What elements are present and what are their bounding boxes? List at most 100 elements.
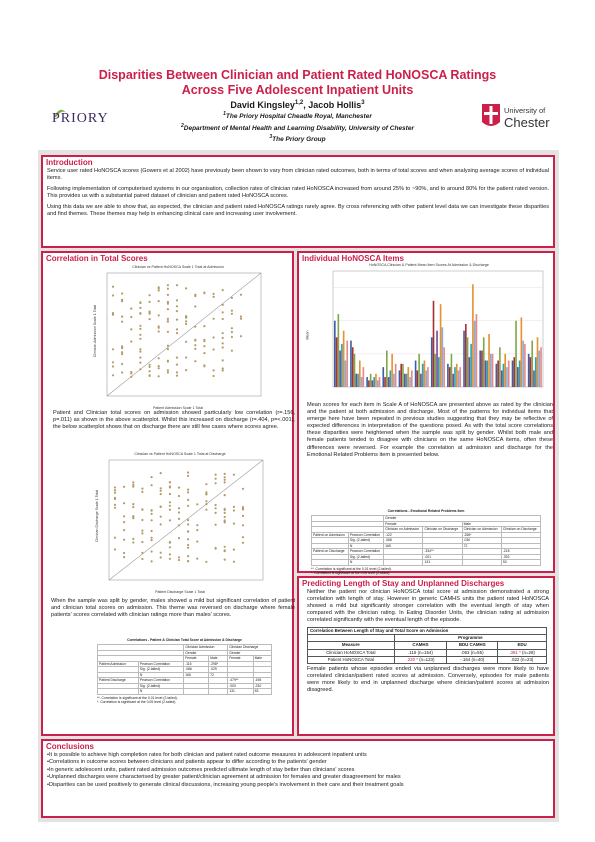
bar — [520, 317, 523, 387]
scatter-point — [166, 317, 169, 320]
length-of-stay-paragraph-1: Neither the patient nor clinician HoNOSC… — [307, 589, 549, 623]
scatter-point — [113, 536, 117, 539]
scatter-point — [205, 503, 208, 506]
scatter-point — [241, 514, 245, 517]
scatter-point — [159, 487, 162, 490]
scatter-point — [121, 320, 124, 323]
bar — [409, 377, 411, 387]
bar — [400, 363, 403, 387]
scatter-point — [139, 361, 142, 364]
scatter-point — [121, 362, 124, 366]
scatter-point — [168, 501, 171, 504]
scatter-point — [205, 500, 208, 503]
emotional-table-head-col-4: Clinician on Discharge — [500, 526, 542, 533]
scatter-point — [159, 493, 162, 496]
bar — [454, 367, 456, 387]
bar — [511, 360, 514, 387]
items-chart-title: HoNOSCA Clinician & Patient Mean Item Sc… — [369, 263, 489, 267]
scatter-point — [185, 320, 188, 323]
scatter-point — [221, 359, 224, 362]
author-1-sup: 1,2 — [294, 100, 304, 106]
affil-1: The Priory Hospital Cheadle Royal, Manch… — [225, 113, 372, 121]
scatter-point — [214, 523, 217, 526]
scatter-point — [139, 301, 142, 305]
bar — [346, 340, 349, 387]
conclusion-item-1: •It is possible to achieve high completi… — [47, 752, 367, 758]
scatter-point — [141, 490, 144, 493]
scatter-point — [177, 558, 181, 562]
scatter-point — [223, 481, 226, 484]
scatter-point — [168, 481, 171, 484]
scatter-point — [196, 540, 199, 543]
bar — [507, 360, 510, 387]
gender-table-cell: 131 — [227, 688, 254, 695]
authors: David Kingsley1,2, Jacob Hollis3 — [230, 100, 365, 110]
scatter-point — [187, 559, 190, 563]
scatter-point — [148, 370, 151, 373]
scatter-point — [187, 543, 190, 547]
scatter-point — [166, 369, 169, 372]
scatter-point — [159, 556, 162, 559]
scatter-point — [223, 545, 226, 548]
gender-table-cell — [183, 688, 210, 695]
scatter-point — [132, 541, 135, 544]
scatter-point — [203, 345, 206, 348]
scatter-point — [212, 374, 215, 378]
bar — [362, 367, 365, 387]
scatter-point — [187, 491, 190, 494]
affil-3: The Priory Group — [272, 136, 326, 144]
scatter-point — [185, 356, 188, 359]
bar — [344, 360, 347, 387]
bar — [368, 380, 370, 387]
bar — [411, 370, 413, 387]
emotional-table-note-2: *. Correlation is significant at the 0.0… — [311, 570, 391, 575]
bar — [504, 353, 507, 387]
scatter-point — [175, 371, 179, 374]
scatter-point — [221, 346, 224, 349]
scatter-point — [166, 302, 169, 305]
bar — [353, 353, 356, 387]
scatter-point — [241, 487, 245, 490]
scatter-point — [221, 369, 224, 372]
scatter-point — [166, 308, 169, 311]
scatter-point — [157, 326, 160, 329]
scatter-point — [157, 367, 160, 370]
scatter-point — [141, 508, 144, 511]
scatter-point — [194, 294, 197, 298]
scatter-point — [168, 546, 171, 549]
bar — [502, 363, 505, 387]
scatter-point — [148, 365, 151, 368]
bar — [373, 377, 376, 387]
scatter-point — [130, 307, 133, 310]
emotional-table-cell: 131 — [422, 559, 463, 566]
bar — [488, 333, 490, 387]
scatter-point — [187, 519, 190, 522]
bar — [522, 340, 524, 387]
scatter-point — [232, 473, 235, 476]
scatter-point — [187, 498, 190, 501]
bar — [455, 363, 458, 387]
scatter-point — [157, 289, 160, 292]
scatter-point — [175, 310, 179, 313]
scatter-point — [168, 553, 171, 556]
author-2-sup: 3 — [361, 100, 365, 106]
bar — [391, 353, 393, 387]
los-table-col-bdu: BDU CAMHS — [446, 641, 499, 650]
bar — [414, 360, 417, 387]
bar — [432, 300, 435, 387]
bar — [465, 324, 467, 387]
emotional-table-row: N 131 53 — [311, 559, 542, 566]
bar — [402, 363, 404, 387]
scatter-point — [150, 519, 153, 522]
scatter-point — [221, 367, 224, 370]
scatter-point — [232, 522, 235, 525]
gender-table-row: N 131 53 — [97, 688, 273, 695]
chester-logo-line2: Chester — [504, 115, 550, 130]
scatter-point — [221, 332, 224, 335]
introduction-panel: Introduction Service user rated HoNOSCA … — [41, 155, 555, 248]
bar — [490, 353, 492, 387]
bar — [366, 377, 368, 387]
los-row-1-bdu: .063 (n=55) — [446, 648, 499, 657]
scatter-point — [194, 338, 197, 341]
scatter-point — [232, 548, 235, 551]
